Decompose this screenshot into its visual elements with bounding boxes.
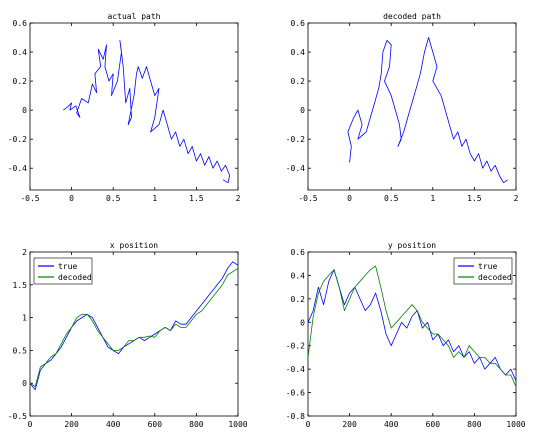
- legend: true decoded: [453, 257, 513, 285]
- y-tick-label: 0: [300, 106, 305, 115]
- x-tick-label: 200: [342, 420, 357, 429]
- series-line-path-1: [63, 40, 231, 184]
- chart-title: decoded path: [383, 12, 441, 21]
- x-tick-label: 0: [347, 194, 352, 203]
- y-tick-label: -0.8: [286, 412, 305, 421]
- x-tick-label: 1.5: [189, 194, 204, 203]
- x-tick-label: 200: [64, 420, 79, 429]
- y-tick-label: 0.2: [13, 77, 28, 86]
- subplot-2: decoded path -0.5 0 0.5 1 1.5 2 -0.4 -0.2 0 0.2 0.4…: [286, 12, 519, 203]
- legend: true decoded: [33, 257, 93, 285]
- legend-label: true: [58, 262, 77, 271]
- series-group: [30, 261, 238, 391]
- x-tick-label: 400: [106, 420, 121, 429]
- x-tick-label: 0: [306, 420, 311, 429]
- legend-box: [453, 257, 513, 285]
- legend-label: decoded: [58, 273, 92, 282]
- y-tick-label: 0.5: [13, 346, 28, 355]
- y-tick-label: -0.5: [8, 412, 27, 421]
- y-tick-label: -0.4: [8, 164, 27, 173]
- series-line-path-1: [347, 37, 508, 184]
- y-tick-label: 0.6: [13, 19, 28, 28]
- x-tick-label: 1000: [506, 420, 525, 429]
- subplot-1: actual path -0.5 0 0.5 1 1.5 2 -0.4 -0.2 0 0.2 0.4 0…: [8, 12, 241, 203]
- x-tick-label: -0.5: [20, 194, 39, 203]
- legend-box: [33, 257, 93, 285]
- axes-frame: [307, 22, 517, 191]
- x-tick-label: 1.5: [467, 194, 482, 203]
- x-tick-label: 1000: [228, 420, 247, 429]
- y-tick-label: -0.6: [286, 389, 305, 398]
- y-tick-label: -0.2: [8, 135, 27, 144]
- legend-label: decoded: [478, 273, 512, 282]
- y-tick-label: -0.4: [286, 365, 305, 374]
- x-tick-label: 400: [384, 420, 399, 429]
- chart-title: x position: [110, 241, 158, 250]
- x-tick-label: 0.5: [384, 194, 399, 203]
- axes-frame: [29, 22, 239, 191]
- x-tick-label: -0.5: [298, 194, 317, 203]
- x-tick-label: 2: [236, 194, 241, 203]
- series-group: [308, 265, 516, 387]
- x-tick-label: 600: [426, 420, 441, 429]
- x-tick-label: 1: [430, 194, 435, 203]
- x-tick-label: 0: [69, 194, 74, 203]
- series-group: [63, 40, 231, 184]
- x-tick-label: 800: [467, 420, 482, 429]
- legend-label: true: [478, 262, 497, 271]
- y-tick-label: 1: [22, 314, 27, 323]
- y-tick-label: -0.2: [286, 342, 305, 351]
- x-tick-label: 600: [148, 420, 163, 429]
- x-tick-label: 2: [514, 194, 519, 203]
- y-tick-label: 0.6: [291, 248, 306, 257]
- x-tick-label: 0.5: [106, 194, 121, 203]
- y-tick-label: 1.5: [13, 281, 28, 290]
- series-line-decoded: [30, 268, 238, 387]
- chart-title: y position: [388, 241, 436, 250]
- chart-title: actual path: [108, 12, 161, 21]
- series-line-true: [308, 269, 516, 382]
- series-group: [347, 37, 508, 184]
- y-tick-label: 0.4: [13, 48, 28, 57]
- y-tick-label: 2: [22, 248, 27, 257]
- series-line-decoded: [308, 265, 516, 387]
- y-tick-label: 0.6: [291, 19, 306, 28]
- x-tick-label: 0: [28, 420, 33, 429]
- y-tick-label: 0.4: [291, 271, 306, 280]
- x-tick-label: 800: [189, 420, 204, 429]
- y-tick-label: -0.4: [286, 164, 305, 173]
- x-tick-label: 1: [152, 194, 157, 203]
- y-tick-label: 0.2: [291, 77, 306, 86]
- y-tick-label: 0: [22, 379, 27, 388]
- y-tick-label: 0: [300, 318, 305, 327]
- subplot-4: y position 0 200 400 600 800 1000 -0.8 -0.6 -0.4 -…: [286, 241, 526, 429]
- y-tick-label: 0.4: [291, 48, 306, 57]
- y-tick-label: 0.2: [291, 295, 306, 304]
- y-tick-label: 0: [22, 106, 27, 115]
- y-tick-label: -0.2: [286, 135, 305, 144]
